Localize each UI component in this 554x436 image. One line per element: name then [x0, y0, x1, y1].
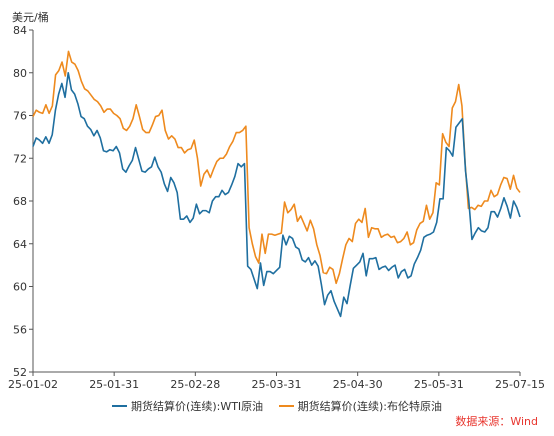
series-lines: [32, 50, 521, 318]
data-source-note: 数据来源：Wind: [455, 415, 538, 428]
y-axis-unit-label: 美元/桶: [12, 11, 49, 24]
y-tick-label: 56: [13, 323, 27, 336]
y-tick-label: 80: [13, 67, 27, 80]
y-tick-label: 76: [13, 110, 27, 123]
x-tick-label: 25-01-02: [8, 378, 58, 391]
legend-item-brent[interactable]: 期货结算价(连续):布伦特原油: [278, 398, 442, 414]
x-tick-label: 25-03-31: [252, 378, 302, 391]
x-tick-label: 25-07-15: [495, 378, 545, 391]
x-tick-label: 25-02-28: [170, 378, 220, 391]
legend-swatch-wti: [112, 405, 128, 407]
axes: [32, 30, 520, 373]
y-tick-label: 72: [13, 152, 27, 165]
legend-swatch-brent: [278, 405, 294, 407]
series-line-wti: [32, 71, 521, 318]
y-tick-label: 68: [13, 195, 27, 208]
y-tick-label: 64: [13, 238, 27, 251]
series-line-brent: [32, 50, 521, 285]
x-tick-label: 25-05-31: [414, 378, 464, 391]
legend-label-wti: 期货结算价(连续):WTI原油: [131, 400, 264, 413]
y-tick-label: 52: [13, 366, 27, 379]
legend: 期货结算价(连续):WTI原油 期货结算价(连续):布伦特原油: [0, 397, 554, 414]
y-tick-label: 60: [13, 281, 27, 294]
x-tick-label: 25-04-30: [333, 378, 383, 391]
y-axis-ticks: 52 56 60 64 68 72 76 80 84: [13, 24, 33, 379]
legend-item-wti[interactable]: 期货结算价(连续):WTI原油: [112, 398, 263, 414]
y-tick-label: 84: [13, 24, 27, 37]
x-axis-ticks: 25-01-02 25-01-31 25-02-28 25-03-31 25-04-30…: [8, 372, 545, 391]
x-tick-label: 25-01-31: [89, 378, 139, 391]
legend-label-brent: 期货结算价(连续):布伦特原油: [297, 400, 442, 413]
